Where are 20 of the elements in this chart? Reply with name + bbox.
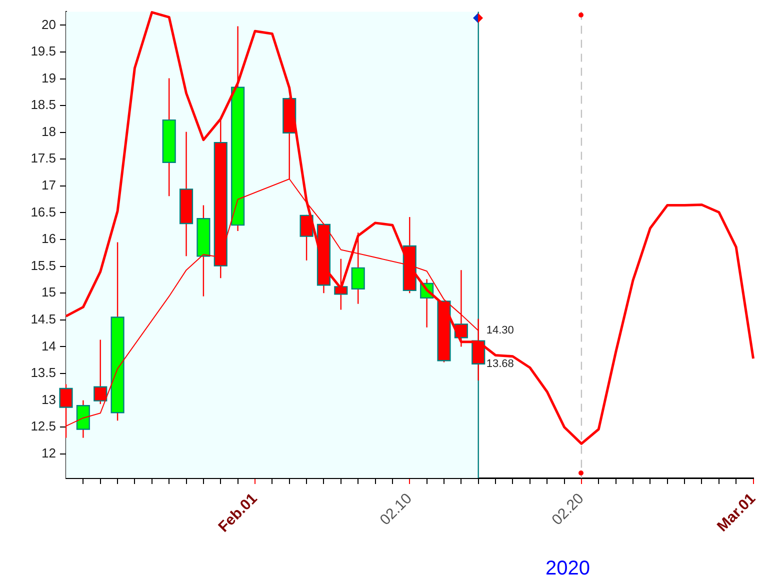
annotation: 13.68 [486, 358, 514, 370]
y-tick-label: 19.5 [30, 44, 56, 59]
x-axis-title: 2020 [545, 558, 590, 580]
y-tick-label: 14.5 [30, 312, 56, 326]
y-tick-label: 18 [42, 124, 56, 139]
y-tick-label: 15.5 [30, 258, 56, 273]
annotation: 14.30 [486, 324, 514, 337]
y-tick-label: 17 [42, 178, 56, 193]
y-tick-label: 14 [42, 338, 56, 354]
y-tick-label: 13.5 [30, 365, 56, 380]
y-tick-label: 17.5 [30, 150, 56, 166]
y-tick-label: 15 [42, 284, 56, 300]
y-tick-label: 13 [42, 392, 56, 407]
y-tick-label: 20 [42, 16, 56, 32]
y-tick-label: 16.5 [30, 204, 56, 220]
y-tick-label: 18.5 [30, 97, 56, 112]
y-tick-label: 16 [42, 231, 56, 246]
y-tick-label: 19 [42, 70, 56, 86]
y-tick-label: 12 [42, 445, 56, 460]
y-tick-label: 12.5 [30, 418, 56, 434]
